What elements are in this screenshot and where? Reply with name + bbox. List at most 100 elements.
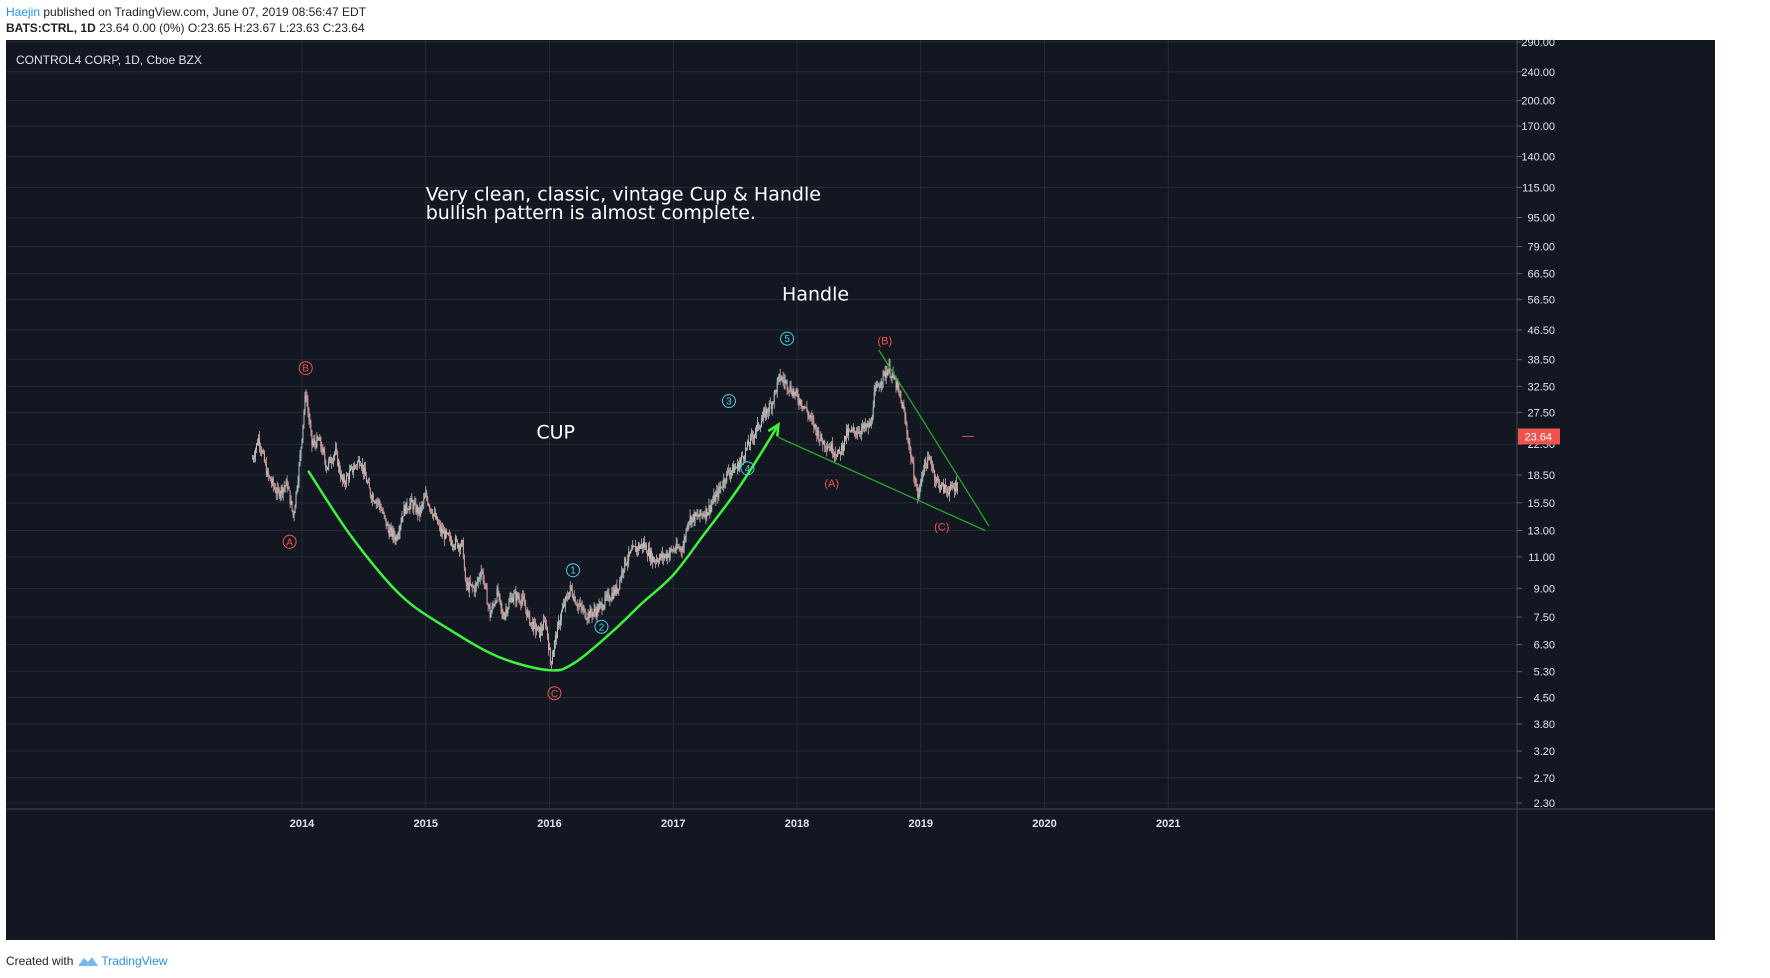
candle [691,516,693,528]
candle [320,436,322,452]
candle [388,523,390,540]
candle [732,463,734,477]
candle [648,541,650,562]
candle [739,457,741,473]
candle-body [465,580,467,586]
candle [562,598,564,609]
candle [683,533,685,554]
candle [832,437,834,459]
candle [370,494,372,503]
candle [333,454,335,467]
candle [602,604,604,611]
candle-body [571,589,573,597]
candle [689,509,691,526]
candle-body [272,479,274,486]
candle-body [673,549,675,551]
candle [417,504,419,521]
candle-body [528,611,530,613]
candle-body [413,503,415,510]
candle-body [923,471,925,473]
candle [905,412,907,426]
candle [557,615,559,631]
candle-body [576,605,578,608]
candle-body [938,479,940,482]
candle-body [275,492,277,494]
candle [663,553,665,561]
chart-annotation: CUP [536,422,575,444]
price-tick-label: 140.00 [1521,152,1555,164]
candle [710,499,712,515]
candle [584,608,586,620]
candle [593,602,595,617]
candle-body [777,377,779,382]
candle [511,593,513,603]
candle-body [759,426,761,428]
candle-body [534,621,536,623]
candle [253,450,255,463]
candle-body [503,617,505,619]
candle-body [515,592,517,602]
candle [616,579,618,597]
author-link[interactable]: Haejin [6,5,41,19]
candle [946,486,948,499]
tradingview-brand-link[interactable]: TradingView [77,954,167,968]
candle-body [695,512,697,516]
candle-body [396,536,398,539]
candle-body [867,423,869,428]
candle [820,431,822,442]
candle-body [710,505,712,512]
candle [312,438,314,448]
candle-body [542,629,544,631]
wave-label-circle [547,686,562,701]
candle [653,557,655,564]
candle-body [861,424,863,429]
candle-body [807,411,809,416]
candle [618,588,620,596]
candle-body [747,441,749,446]
candle-body [713,495,715,502]
candle-body [549,648,551,662]
candle-body [519,598,521,603]
candle [805,406,807,409]
candle [261,449,263,454]
candle-body [541,627,543,631]
candle-body [470,584,472,585]
candle [956,482,958,495]
candle [327,466,329,470]
candle-body [927,457,929,469]
candle-body [260,449,262,453]
candle [788,390,790,397]
candle [932,460,934,474]
candle-body [491,605,493,613]
candle-body [638,544,640,551]
candle [931,456,933,472]
candle-body [952,487,954,489]
price-tick-label: 4.50 [1534,692,1555,704]
candle-body [744,457,746,459]
candle [535,618,537,639]
candle [361,457,363,475]
candle [774,389,776,396]
candle [336,442,338,455]
candle-body [369,488,371,497]
candle-body [351,466,352,469]
candle [413,499,415,515]
candle [572,593,574,602]
candle-body [869,422,871,426]
candle-body [898,388,900,392]
candle-body [456,540,458,548]
candle-body [916,484,918,487]
candle [456,539,458,549]
candle [698,513,700,518]
candle [920,478,922,492]
candle-body [589,608,591,619]
candle-body [549,648,550,650]
candle-body [325,460,327,468]
candle [269,476,271,482]
candle [649,547,651,566]
candle-body [947,492,949,495]
candle [252,454,253,460]
candle-body [655,559,657,562]
candle [478,573,480,583]
